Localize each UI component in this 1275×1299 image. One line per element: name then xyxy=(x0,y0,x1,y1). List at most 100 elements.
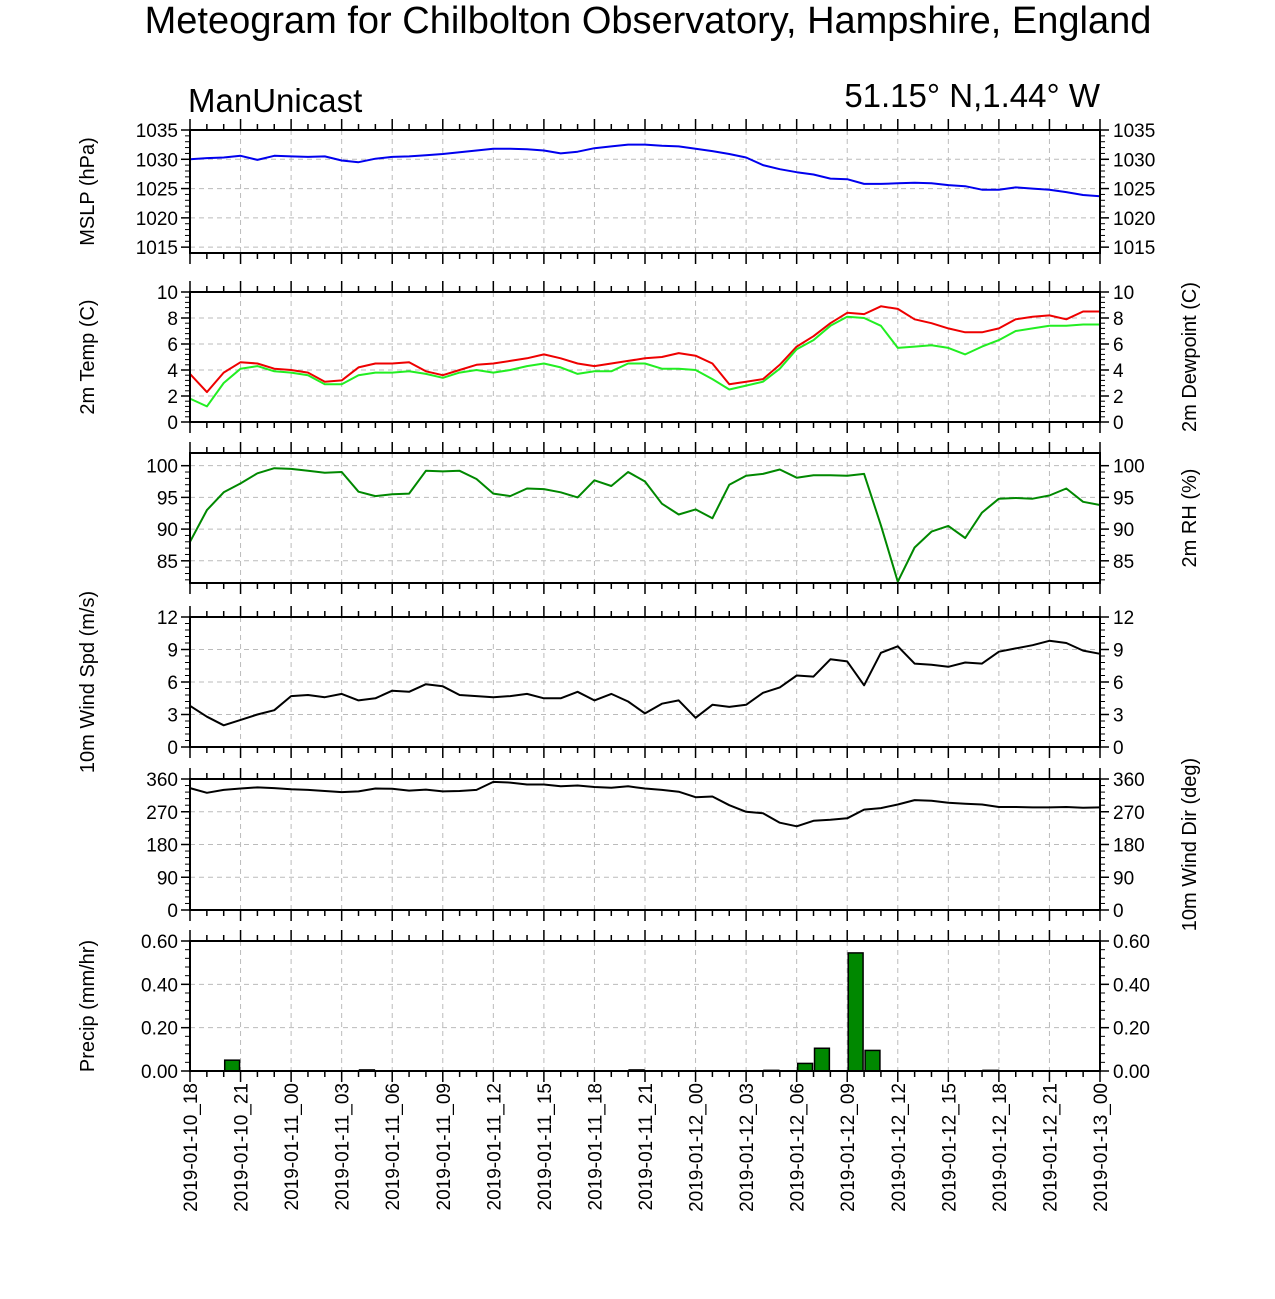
series-line-rh-0 xyxy=(189,467,1101,583)
series-line-temp-0 xyxy=(189,305,1100,394)
chart-title: Meteogram for Chilbolton Observatory, Ha… xyxy=(145,0,1152,42)
y-tick-label-left: 2 xyxy=(167,387,178,408)
y-tick-label-right: 360 xyxy=(1113,770,1145,791)
y-tick-label-right: 1015 xyxy=(1113,238,1155,259)
y-tick-label-right: 90 xyxy=(1113,868,1134,889)
y-tick-label-right: 6 xyxy=(1113,673,1124,694)
y-axis-label-left-precip: Precip (mm/hr) xyxy=(77,940,99,1072)
y-tick-label-right: 270 xyxy=(1113,803,1145,824)
y-tick-label-left: 1035 xyxy=(136,121,178,142)
panel-frame-temp xyxy=(189,291,1101,423)
panel-precip: 0.00 0.00 0.20 0.20 0.40 0.40 0.60 0.60 Precip (… xyxy=(77,930,1150,1083)
y-tick-label-left: 100 xyxy=(146,457,178,478)
y-tick-label-right: 180 xyxy=(1113,836,1145,857)
x-tick-label: 2019-01-12_18 xyxy=(990,1083,1011,1212)
y-tick-label-right: 8 xyxy=(1113,309,1124,330)
x-tick-label: 2019-01-11_00 xyxy=(282,1083,303,1210)
y-tick-label-left: 90 xyxy=(157,520,178,541)
y-tick-label-left: 0.40 xyxy=(141,975,178,996)
y-tick-label-right: 85 xyxy=(1113,552,1134,573)
y-tick-label-right: 0 xyxy=(1113,738,1124,759)
x-tick-label: 2019-01-11_15 xyxy=(535,1083,556,1210)
precip-bar-5 xyxy=(813,1047,831,1072)
x-tick-label: 2019-01-12_00 xyxy=(687,1083,708,1212)
y-tick-label-left: 9 xyxy=(167,641,178,662)
y-tick-label-right: 1035 xyxy=(1113,121,1155,142)
y-tick-label-left: 10 xyxy=(157,283,178,304)
x-tick-label: 2019-01-12_15 xyxy=(939,1083,960,1212)
panel-frame-mslp xyxy=(189,129,1101,254)
y-tick-label-left: 6 xyxy=(167,673,178,694)
y-tick-label-left: 360 xyxy=(146,770,178,791)
time-axis: 2019-01-10_18 2019-01-10_21 2019-01-11_00 2… xyxy=(181,1083,1112,1212)
location-coordinates: 51.15° N,1.44° W xyxy=(844,77,1101,114)
y-tick-label-right: 0.20 xyxy=(1113,1019,1150,1040)
y-tick-label-right: 10 xyxy=(1113,283,1134,304)
y-tick-label-left: 85 xyxy=(157,552,178,573)
y-tick-label-right: 1030 xyxy=(1113,150,1155,171)
y-tick-label-right: 6 xyxy=(1113,335,1124,356)
y-tick-label-right: 1025 xyxy=(1113,180,1155,201)
model-label: ManUnicast xyxy=(188,82,362,119)
y-tick-label-right: 90 xyxy=(1113,520,1134,541)
y-tick-label-right: 0.00 xyxy=(1113,1062,1150,1083)
y-tick-label-right: 4 xyxy=(1113,361,1124,382)
y-tick-label-right: 95 xyxy=(1113,488,1134,509)
x-tick-label: 2019-01-12_21 xyxy=(1040,1083,1061,1212)
y-tick-label-left: 0.60 xyxy=(141,932,178,953)
y-tick-label-right: 0.40 xyxy=(1113,975,1150,996)
panel-frame-winddir xyxy=(189,778,1101,911)
precip-bar-0 xyxy=(223,1059,241,1072)
y-tick-label-left: 4 xyxy=(167,361,178,382)
panel-mslp: 1015 1015 1020 1020 1025 1025 1030 1030 1035 1035… xyxy=(77,119,1155,264)
x-tick-label: 2019-01-11_21 xyxy=(636,1083,657,1210)
y-tick-label-left: 270 xyxy=(146,803,178,824)
panel-winddir: 0 0 90 90 180 180 270 270 360 360 10m Wind Dir (de… xyxy=(146,758,1201,931)
x-tick-label: 2019-01-11_09 xyxy=(434,1083,455,1210)
y-tick-label-right: 2 xyxy=(1113,387,1124,408)
y-tick-label-left: 6 xyxy=(167,335,178,356)
y-tick-label-right: 0 xyxy=(1113,413,1124,434)
x-tick-label: 2019-01-11_18 xyxy=(585,1083,606,1210)
y-tick-label-left: 0 xyxy=(167,413,178,434)
y-tick-label-left: 0.20 xyxy=(141,1019,178,1040)
x-tick-label: 2019-01-12_12 xyxy=(889,1083,910,1212)
panel-frame-precip xyxy=(189,940,1101,1072)
y-tick-label-right: 12 xyxy=(1113,608,1134,629)
panel-frame-rh xyxy=(189,452,1101,584)
x-tick-label: 2019-01-12_03 xyxy=(737,1083,758,1212)
y-tick-label-left: 1030 xyxy=(136,150,178,171)
y-axis-label-right-winddir: 10m Wind Dir (deg) xyxy=(1179,758,1201,931)
x-tick-label: 2019-01-13_00 xyxy=(1091,1083,1112,1212)
y-tick-label-left: 90 xyxy=(157,868,178,889)
series-line-winddir-0 xyxy=(189,780,1101,828)
y-tick-label-right: 3 xyxy=(1113,706,1124,727)
y-tick-label-right: 0.60 xyxy=(1113,932,1150,953)
y-axis-label-left-mslp: MSLP (hPa) xyxy=(77,137,99,246)
y-axis-label-right-rh: 2m RH (%) xyxy=(1179,469,1201,568)
y-tick-label-left: 1025 xyxy=(136,180,178,201)
y-tick-label-left: 12 xyxy=(157,608,178,629)
x-tick-label: 2019-01-10_18 xyxy=(181,1083,202,1212)
x-tick-label: 2019-01-10_21 xyxy=(232,1083,253,1212)
panel-temp: 0 0 2 2 4 4 6 6 8 8 10 10 2m Temp (C) 2m Dewpoint (C) xyxy=(77,281,1201,434)
panel-rh: 85 85 90 90 95 95 100 100 2m RH (%) xyxy=(146,442,1201,594)
y-tick-label-left: 95 xyxy=(157,488,178,509)
y-tick-label-left: 3 xyxy=(167,706,178,727)
series-line-wind-0 xyxy=(189,639,1101,727)
x-tick-label: 2019-01-11_12 xyxy=(484,1083,505,1210)
y-axis-label-left-wind: 10m Wind Spd (m/s) xyxy=(77,591,99,773)
y-tick-label-left: 1015 xyxy=(136,238,178,259)
y-tick-label-left: 1020 xyxy=(136,209,178,230)
y-tick-label-left: 0 xyxy=(167,738,178,759)
y-tick-label-right: 1020 xyxy=(1113,209,1155,230)
panel-wind: 0 0 3 3 6 6 9 9 12 12 10m Wind Spd (m/s) xyxy=(77,591,1134,773)
panel-frame-wind xyxy=(189,616,1101,748)
precip-bar-4 xyxy=(796,1062,814,1072)
x-tick-label: 2019-01-11_03 xyxy=(333,1083,354,1210)
y-tick-label-right: 0 xyxy=(1113,901,1124,922)
series-line-mslp-0 xyxy=(189,143,1101,198)
x-tick-label: 2019-01-11_06 xyxy=(383,1083,404,1210)
x-tick-label: 2019-01-12_09 xyxy=(838,1083,859,1212)
